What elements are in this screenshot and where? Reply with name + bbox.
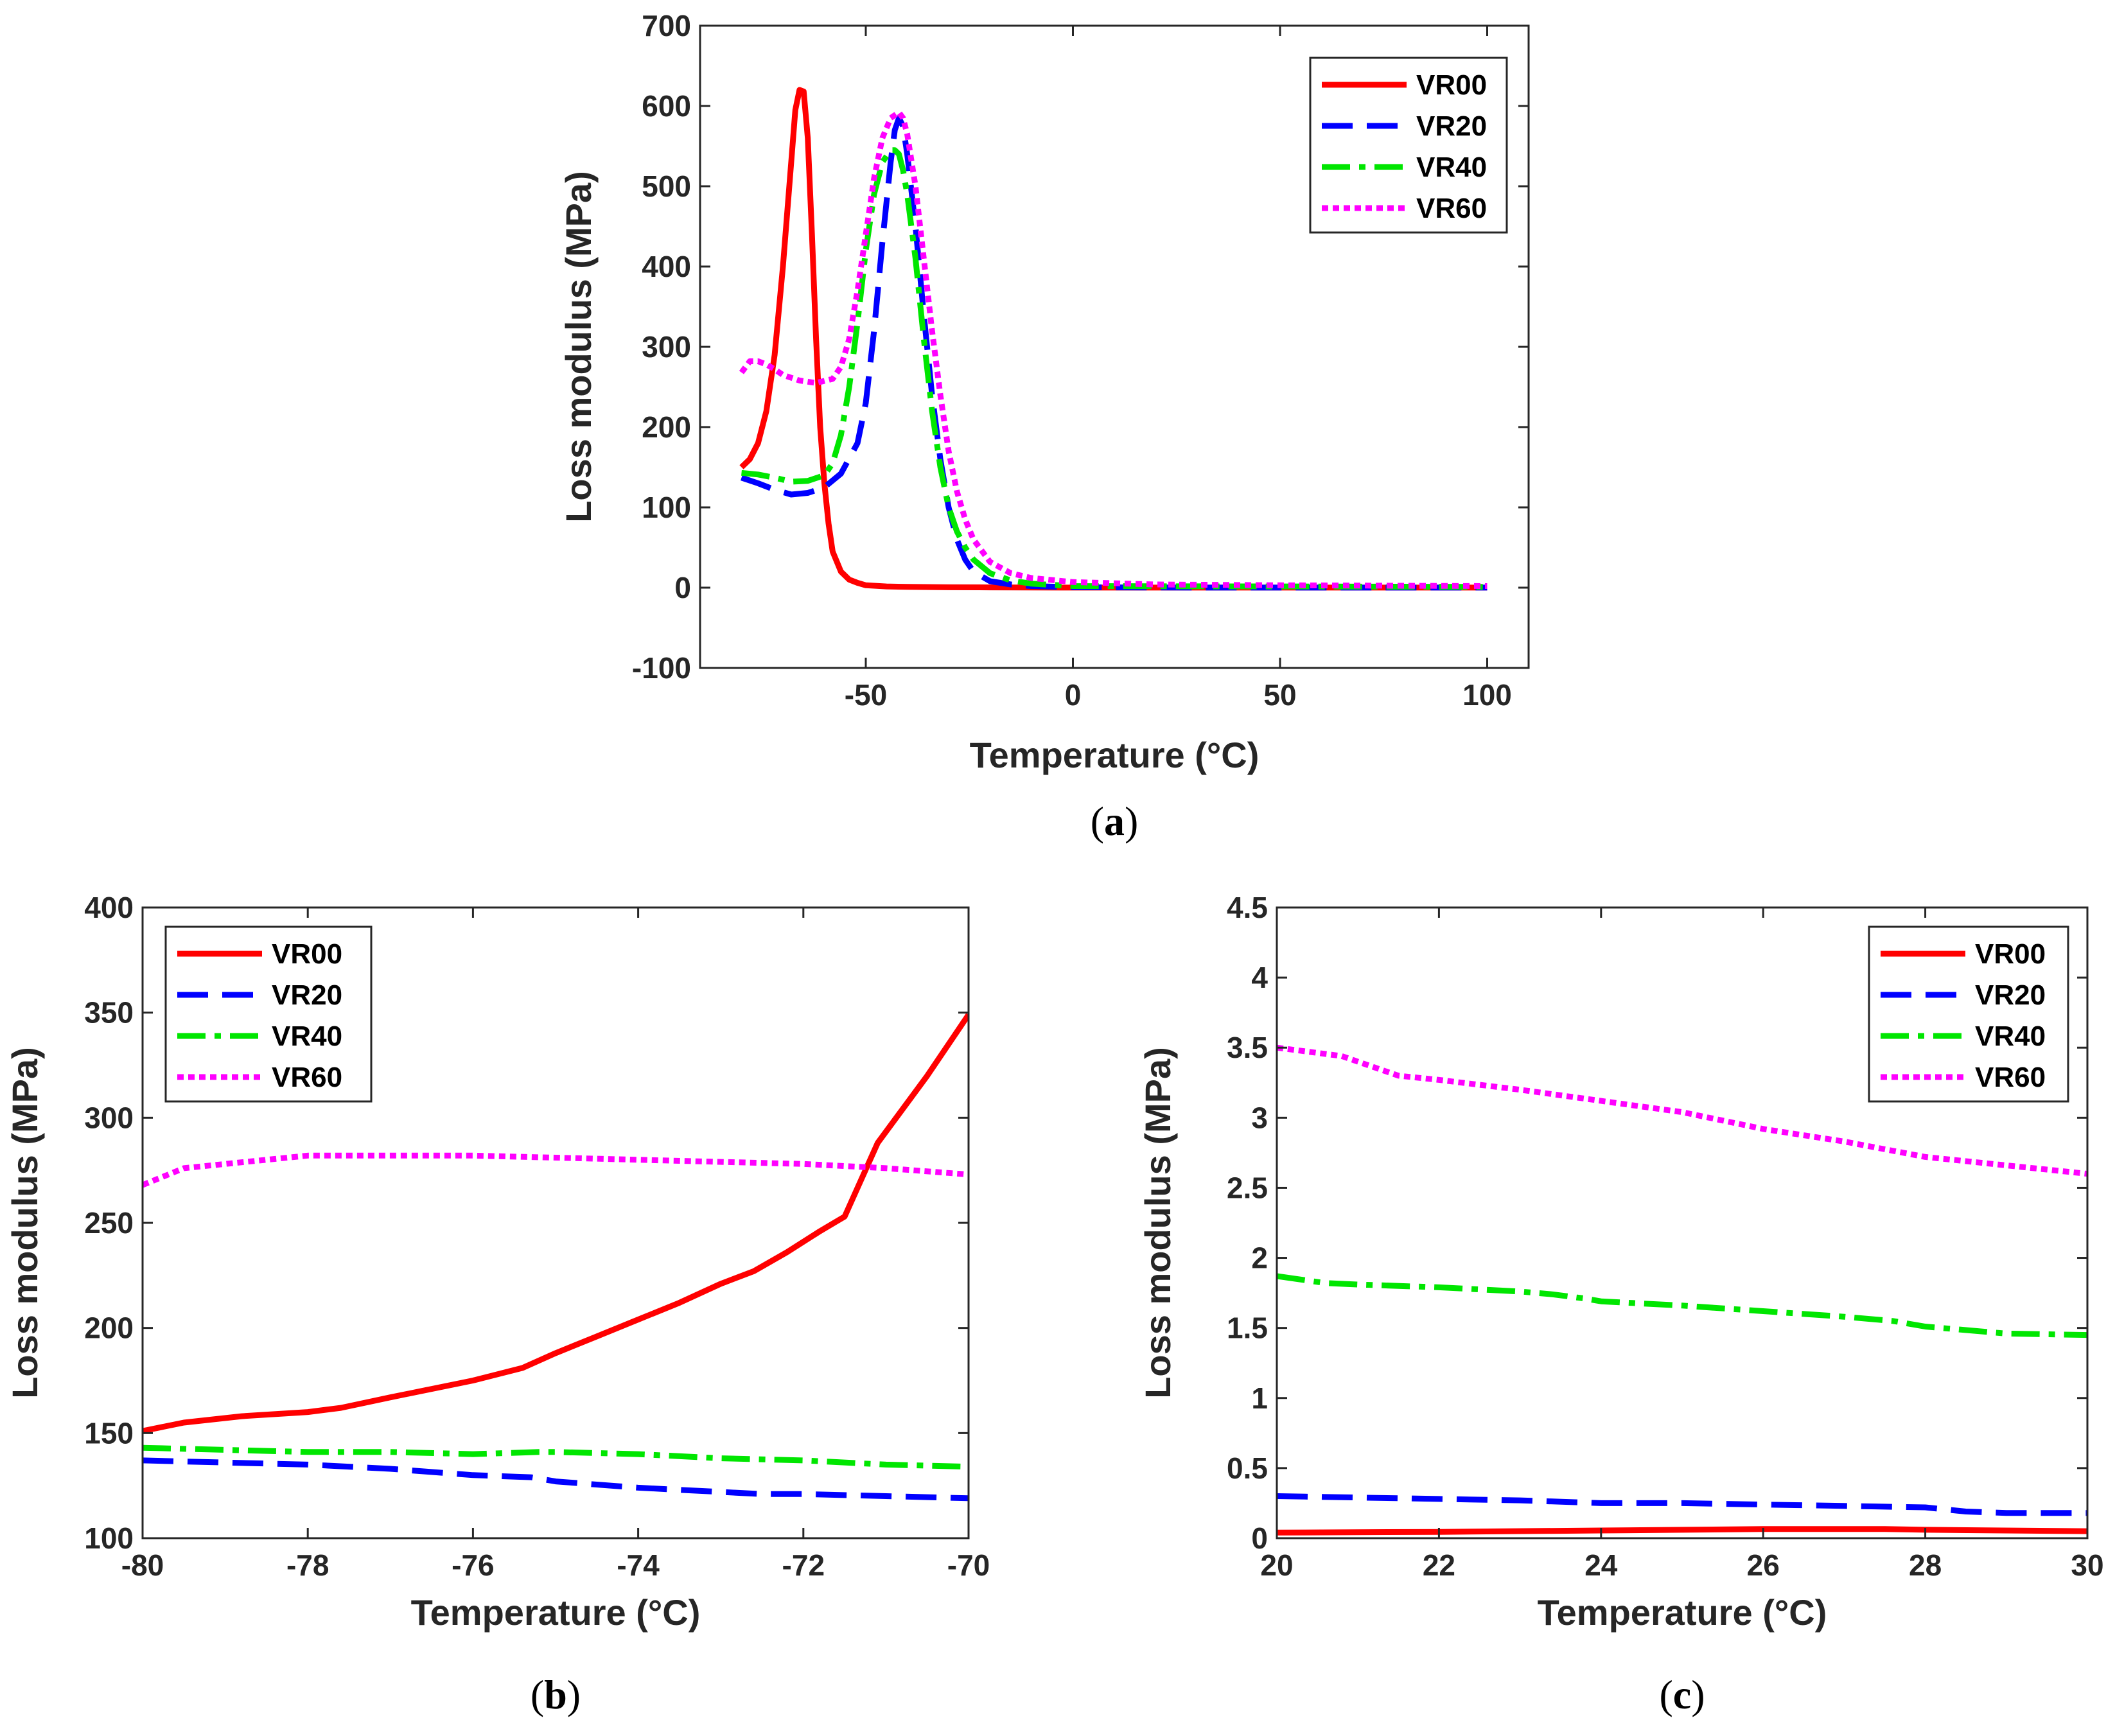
x-tick-label: -76 — [452, 1548, 494, 1582]
chart-a: -50 0 50 100 -100 0 100 200 300 400 500 600 700 Tempe… — [558, 9, 1530, 844]
x-axis-label: Temperature (°C) — [970, 735, 1259, 775]
caption: (c) — [1659, 1672, 1705, 1717]
series-line-vr20 — [143, 1457, 969, 1502]
y-tick-label: 600 — [642, 89, 691, 123]
series-line-vr60 — [739, 109, 1488, 589]
caption-letter: b — [544, 1672, 567, 1717]
y-tick-label: 1.5 — [1227, 1311, 1268, 1345]
series-line-vr00 — [739, 87, 1488, 591]
x-tick-label: 100 — [1462, 678, 1512, 712]
x-axis-label: Temperature (°C) — [411, 1592, 701, 1633]
legend-label-vr20: VR20 — [1416, 110, 1487, 142]
legend-label-vr00: VR00 — [272, 938, 342, 970]
series-line-vr20 — [1277, 1493, 2087, 1516]
y-axis-label: Loss modulus (MPa) — [558, 171, 599, 523]
legend-label-vr40: VR40 — [1416, 152, 1487, 183]
legend: VR00 VR20 VR40 VR60 — [1309, 57, 1508, 234]
caption: (b) — [531, 1672, 581, 1717]
x-tick-label: 28 — [1909, 1548, 1942, 1582]
x-tick-label: 30 — [2071, 1548, 2103, 1582]
x-tick-label: 26 — [1747, 1548, 1780, 1582]
y-tick-label: 200 — [642, 410, 691, 444]
legend-label-vr60: VR60 — [1416, 193, 1487, 224]
y-tick-label: 700 — [642, 9, 691, 42]
series-line-vr60 — [1277, 1044, 2087, 1177]
plot-area — [1276, 906, 2089, 1539]
series-line-vr20 — [741, 115, 1488, 591]
series-line-vr40 — [741, 147, 1488, 590]
y-axis-label: Loss modulus (MPa) — [1137, 1047, 1178, 1399]
x-tick-label: 50 — [1263, 678, 1296, 712]
y-tick-label: 0 — [1251, 1521, 1268, 1555]
y-tick-label: 300 — [642, 330, 691, 364]
legend-label-vr60: VR60 — [1975, 1062, 2046, 1093]
x-tick-label: 0 — [1065, 678, 1082, 712]
series-line-vr40 — [143, 1444, 969, 1470]
y-tick-label: 100 — [84, 1521, 134, 1555]
y-axis-label: Loss modulus (MPa) — [4, 1047, 45, 1399]
y-tick-label: 1 — [1251, 1381, 1268, 1415]
y-tick-label: 500 — [642, 170, 691, 203]
y-tick-label: 200 — [84, 1311, 134, 1345]
caption-letter: c — [1673, 1672, 1691, 1717]
chart-b: -80 -78 -76 -74 -72 -70 100 150 200 250 300 350 400 T… — [4, 891, 990, 1717]
x-tick-label: -50 — [845, 678, 887, 712]
y-tick-label: 100 — [642, 491, 691, 524]
legend: VR00 VR20 VR40 VR60 — [1868, 925, 2069, 1103]
x-tick-label: 20 — [1260, 1548, 1293, 1582]
y-tick-label: 300 — [84, 1101, 134, 1134]
x-tick-label: -70 — [947, 1548, 990, 1582]
x-tick-label: -80 — [121, 1548, 164, 1582]
y-tick-label: -100 — [632, 651, 691, 685]
series-line-vr00 — [1277, 1526, 2087, 1536]
legend-label-vr40: VR40 — [272, 1021, 342, 1052]
legend-label-vr20: VR20 — [1975, 979, 2046, 1011]
y-tick-label: 0 — [674, 571, 691, 604]
x-tick-label: -72 — [782, 1548, 825, 1582]
x-tick-label: -78 — [286, 1548, 329, 1582]
chart-c: 20 22 24 26 28 30 0 0.5 1 1.5 2 2.5 3 3.5 4 4.5 Temperat… — [1137, 891, 2104, 1717]
series-group — [1277, 1044, 2087, 1536]
x-tick-label: -74 — [617, 1548, 660, 1582]
legend-label-vr20: VR20 — [272, 979, 342, 1011]
series-line-vr60 — [143, 1152, 969, 1188]
y-tick-label: 400 — [642, 250, 691, 283]
y-tick-label: 3.5 — [1227, 1031, 1268, 1064]
y-tick-label: 4.5 — [1227, 891, 1268, 924]
y-tick-label: 150 — [84, 1416, 134, 1450]
y-tick-label: 250 — [84, 1206, 134, 1240]
x-tick-label: 24 — [1584, 1548, 1618, 1582]
series-line-vr00 — [143, 1013, 969, 1434]
legend-label-vr40: VR40 — [1975, 1021, 2046, 1052]
legend-label-vr00: VR00 — [1416, 69, 1487, 101]
series-line-vr40 — [1277, 1273, 2087, 1338]
legend-label-vr60: VR60 — [272, 1062, 342, 1093]
y-tick-label: 2.5 — [1227, 1171, 1268, 1204]
x-axis-label: Temperature (°C) — [1538, 1592, 1827, 1633]
legend-label-vr00: VR00 — [1975, 938, 2046, 970]
y-tick-label: 0.5 — [1227, 1451, 1268, 1485]
y-tick-label: 3 — [1251, 1101, 1268, 1134]
series-group — [739, 87, 1488, 591]
series-group — [143, 1013, 969, 1502]
x-tick-label: 22 — [1423, 1548, 1455, 1582]
y-tick-label: 2 — [1251, 1241, 1268, 1275]
y-tick-label: 350 — [84, 996, 134, 1030]
y-tick-label: 400 — [84, 891, 134, 924]
legend: VR00 VR20 VR40 VR60 — [164, 925, 373, 1103]
y-tick-label: 4 — [1251, 961, 1268, 994]
caption-letter: a — [1104, 798, 1125, 844]
caption: (a) — [1091, 798, 1139, 844]
